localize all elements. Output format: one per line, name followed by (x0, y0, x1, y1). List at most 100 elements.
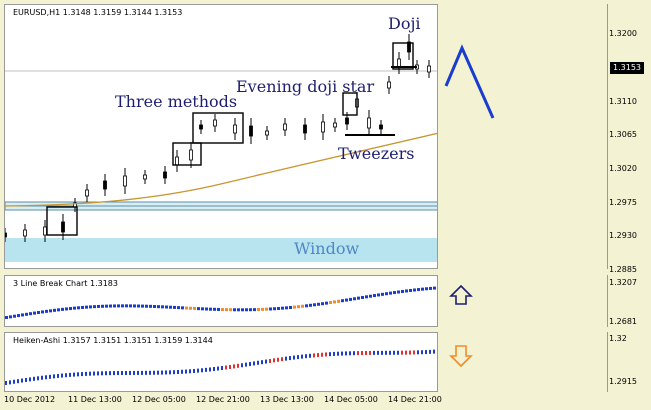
line-break-block (189, 306, 192, 310)
heiken-ashi-candle (381, 350, 383, 355)
candle-body (43, 226, 47, 236)
heiken-ashi-candle (317, 353, 319, 358)
candle-body (387, 81, 391, 89)
heiken-ashi-candle (5, 381, 7, 385)
line-break-block (185, 306, 188, 310)
line-break-block (137, 304, 140, 308)
heiken-ashi-candle (201, 368, 203, 373)
heiken-ashi-candle (49, 374, 51, 379)
heiken-ashi-candle (297, 355, 299, 360)
heiken-ashi-tick: 1.32 (609, 334, 627, 343)
heiken-ashi-candle (353, 351, 355, 356)
line-break-block (241, 308, 244, 312)
heiken-ashi-candle (25, 377, 27, 382)
heiken-ashi-candle (217, 366, 219, 371)
heiken-ashi-candle (149, 370, 151, 375)
heiken-ashi-candle (89, 371, 91, 376)
heiken-ashi-candle (161, 370, 163, 375)
line-break-pane[interactable]: 3 Line Break Chart 1.3183 (4, 275, 438, 327)
line-break-block (297, 305, 300, 309)
heiken-ashi-candle (45, 375, 47, 380)
candle-body (213, 119, 217, 127)
line-break-block (373, 294, 376, 298)
line-break-block (165, 305, 168, 309)
line-break-block (141, 304, 144, 308)
price-tick: 1.2975 (609, 198, 637, 207)
time-label: 11 Dec 13:00 (68, 395, 122, 404)
line-break-block (401, 289, 404, 293)
heiken-ashi-candle (141, 370, 143, 375)
line-break-block (433, 286, 436, 290)
heiken-ashi-candle (57, 373, 59, 378)
heiken-ashi-candle (77, 372, 79, 377)
annotation-evening-doji-star: Evening doji star (236, 77, 375, 96)
candle-body (333, 122, 337, 128)
line-break-block (329, 301, 332, 305)
candle-body (123, 175, 127, 187)
candle-body (427, 65, 431, 73)
line-break-block (173, 305, 176, 309)
heiken-ashi-candle (197, 368, 199, 373)
line-break-block (233, 308, 236, 312)
heiken-ashi-candle (361, 351, 363, 356)
heiken-ashi-candle (309, 353, 311, 358)
line-break-canvas[interactable] (5, 276, 438, 327)
heiken-ashi-axis (607, 332, 648, 392)
line-break-block (181, 306, 184, 310)
line-break-block (325, 301, 328, 305)
line-break-block (257, 308, 260, 312)
heiken-ashi-candle (29, 377, 31, 382)
candle-body (199, 124, 203, 130)
line-break-block (261, 307, 264, 311)
heiken-ashi-candle (121, 371, 123, 376)
candle-body (407, 41, 411, 53)
line-break-block (405, 289, 408, 293)
pattern-box (192, 112, 244, 144)
candle-body (379, 124, 383, 130)
line-break-block (249, 308, 252, 312)
heiken-ashi-candle (225, 365, 227, 370)
heiken-ashi-candle (321, 352, 323, 357)
heiken-ashi-candle (337, 351, 339, 356)
line-break-block (113, 304, 116, 308)
line-break-block (313, 303, 316, 307)
candle-body (233, 124, 237, 134)
line-break-block (81, 305, 84, 309)
heiken-ashi-candle (433, 349, 435, 354)
line-break-block (277, 306, 280, 310)
line-break-block (361, 295, 364, 299)
line-break-block (273, 307, 276, 311)
heiken-ashi-candle (209, 367, 211, 372)
line-break-block (357, 296, 360, 300)
line-break-block (177, 306, 180, 310)
candle-body (23, 229, 27, 237)
candle-body (367, 117, 371, 129)
line-break-block (21, 313, 24, 317)
line-break-block (149, 304, 152, 308)
heiken-ashi-candle (417, 350, 419, 355)
heiken-ashi-canvas[interactable] (5, 333, 438, 392)
heiken-ashi-candle (377, 350, 379, 355)
heiken-ashi-candle (189, 369, 191, 374)
heiken-ashi-candle (293, 355, 295, 360)
candle-body (103, 180, 107, 190)
pattern-box (342, 92, 358, 116)
line-break-block (13, 314, 16, 318)
line-break-block (321, 302, 324, 306)
price-axis (607, 4, 648, 269)
line-break-block (253, 308, 256, 312)
line-break-block (65, 307, 68, 311)
line-break-block (389, 291, 392, 295)
heiken-ashi-candle (137, 370, 139, 375)
price-chart-pane[interactable]: EURUSD,H1 1.3148 1.3159 1.3144 1.3153 (4, 4, 438, 269)
annotation-three-methods: Three methods (115, 92, 238, 111)
heiken-ashi-candle (109, 371, 111, 376)
heiken-ashi-candle (261, 360, 263, 365)
line-break-block (301, 304, 304, 308)
line-break-block (97, 304, 100, 308)
candle-body (321, 121, 325, 133)
price-chart-canvas[interactable] (5, 5, 438, 269)
candle-body (438, 71, 439, 79)
heiken-ashi-candle (181, 369, 183, 374)
heiken-ashi-pane[interactable]: Heiken-Ashi 1.3157 1.3151 1.3151 1.3159 … (4, 332, 438, 392)
